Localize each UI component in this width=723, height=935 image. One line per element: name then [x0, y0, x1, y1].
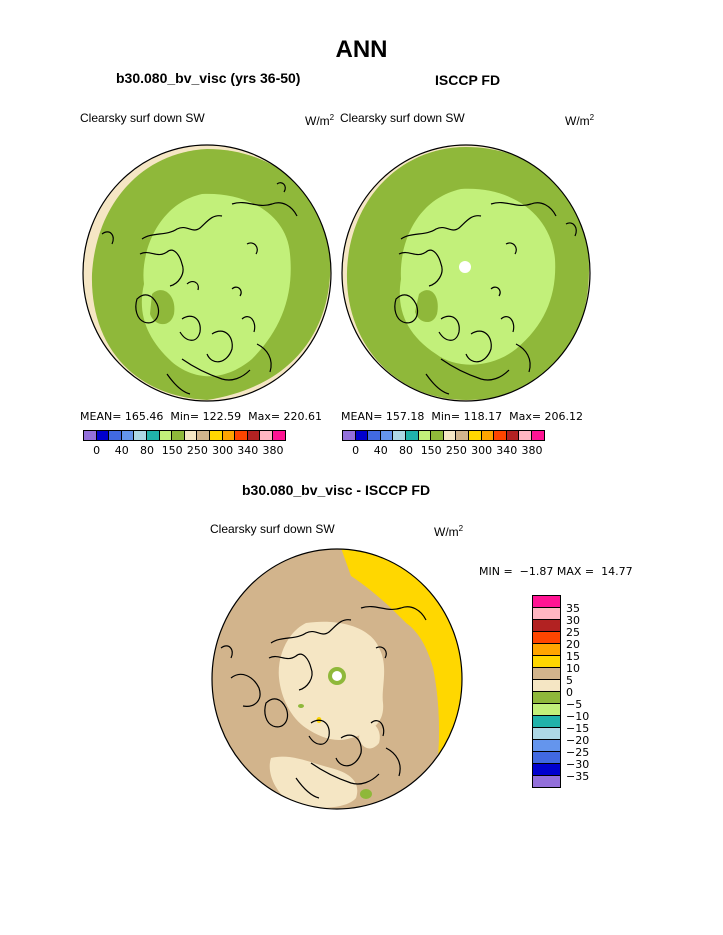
- left-colorbar-box: [271, 430, 286, 441]
- left-colorbar-box: [133, 430, 147, 441]
- right-units: W/m2: [565, 113, 595, 128]
- left-colorbar-box: [120, 430, 135, 441]
- diff-colorbar-label: 30: [566, 614, 580, 627]
- right-colorbar-box: [354, 430, 369, 441]
- diff-polar-map: [211, 548, 463, 810]
- diff-colorbar-label: 25: [566, 626, 580, 639]
- diff-colorbar-label: 35: [566, 602, 580, 615]
- right-colorbar-box: [442, 430, 457, 441]
- right-colorbar: 0 40 80 150 250 300 340 380: [342, 430, 545, 458]
- left-colorbar-box: [183, 430, 198, 441]
- right-colorbar-box: [379, 430, 394, 441]
- left-colorbar-tick-label: 40: [114, 444, 129, 457]
- right-colorbar-box: [392, 430, 406, 441]
- left-colorbar-box: [196, 430, 210, 441]
- right-colorbar-box: [530, 430, 545, 441]
- right-colorbar-box: [417, 430, 432, 441]
- left-colorbar-box: [83, 430, 97, 441]
- right-colorbar-tick-label: 300: [471, 444, 493, 457]
- left-colorbar-box: [234, 430, 248, 441]
- left-colorbar-tick-label: 150: [161, 444, 183, 457]
- main-title: ANN: [335, 36, 388, 63]
- right-colorbar-tick-label: 0: [352, 444, 360, 457]
- right-panel-title: ISCCP FD: [435, 72, 501, 88]
- right-colorbar-box: [404, 430, 419, 441]
- diff-panel-title: b30.080_bv_visc - ISCCP FD: [242, 482, 431, 498]
- diff-pole-hole: [332, 671, 342, 681]
- right-colorbar-box: [505, 430, 520, 441]
- diff-variable-label: Clearsky surf down SW: [210, 522, 335, 536]
- diff-colorbar-labels: 35 30 25 20 15 10 5 0 −5 −10 −15 −20 −25 −30 −35: [566, 596, 626, 806]
- right-colorbar-box: [493, 430, 507, 441]
- left-colorbar-tick-label: 340: [237, 444, 259, 457]
- left-colorbar-box: [108, 430, 122, 441]
- right-colorbar-box: [367, 430, 381, 441]
- right-colorbar-box: [480, 430, 495, 441]
- left-polar-map: [82, 144, 332, 402]
- left-colorbar-tick-label: 0: [93, 444, 101, 457]
- right-colorbar-box: [455, 430, 469, 441]
- left-colorbar-box: [95, 430, 110, 441]
- diff-colorbar-label: −15: [566, 722, 590, 735]
- right-colorbar-tick-label: 40: [373, 444, 388, 457]
- diff-colorbar-label: −5: [566, 698, 583, 711]
- diff-colorbar-label: −10: [566, 710, 590, 723]
- left-colorbar-tick-label: 300: [212, 444, 234, 457]
- left-panel-title: b30.080_bv_visc (yrs 36-50): [116, 70, 301, 86]
- left-colorbar-box: [158, 430, 173, 441]
- diff-colorbar-label: −35: [566, 770, 590, 783]
- left-units: W/m2: [305, 113, 335, 128]
- right-colorbar-tick-label: 340: [496, 444, 518, 457]
- left-colorbar-box: [221, 430, 236, 441]
- left-colorbar-tick-label: 80: [140, 444, 154, 457]
- right-colorbar-tick-label: 380: [521, 444, 543, 457]
- left-colorbar-box: [145, 430, 160, 441]
- right-variable-label: Clearsky surf down SW: [340, 111, 465, 125]
- right-colorbar-box: [467, 430, 482, 441]
- left-variable-label: Clearsky surf down SW: [80, 111, 205, 125]
- diff-colorbar-label: 15: [566, 650, 580, 663]
- diff-colorbar-label: 10: [566, 662, 580, 675]
- diff-units: W/m2: [434, 524, 464, 539]
- diff-colorbar: [532, 595, 561, 788]
- left-colorbar-box: [171, 430, 185, 441]
- right-pole-hole: [459, 261, 471, 273]
- left-light-green-region: [141, 193, 291, 377]
- left-colorbar-box: [259, 430, 273, 441]
- right-colorbar-tick-label: 150: [420, 444, 442, 457]
- left-greenland-patch: [150, 290, 175, 325]
- diff-colorbar-label: 20: [566, 638, 580, 651]
- left-colorbar: 0 40 80 150 250 300 340 380: [83, 430, 286, 458]
- right-polar-map: [341, 144, 591, 402]
- diff-colorbar-label: 5: [566, 674, 573, 687]
- right-colorbar-tick-label: 250: [445, 444, 467, 457]
- right-colorbar-tick-label: 80: [399, 444, 413, 457]
- diff-colorbar-label: 0: [566, 686, 573, 699]
- right-stats: MEAN= 157.18 Min= 118.17 Max= 206.12: [341, 410, 584, 423]
- diff-colorbar-box: [532, 775, 561, 788]
- left-colorbar-box: [208, 430, 223, 441]
- right-colorbar-box: [518, 430, 532, 441]
- right-colorbar-box: [342, 430, 356, 441]
- left-stats: MEAN= 165.46 Min= 122.59 Max= 220.61: [80, 410, 323, 423]
- diff-colorbar-label: −25: [566, 746, 590, 759]
- diff-yellow-region: [341, 549, 462, 809]
- left-colorbar-tick-label: 250: [186, 444, 208, 457]
- diff-colorbar-label: −20: [566, 734, 590, 747]
- diff-stats: MIN = −1.87 MAX = 14.77: [479, 565, 633, 578]
- diff-colorbar-label: −30: [566, 758, 590, 771]
- left-colorbar-tick-label: 380: [262, 444, 284, 457]
- left-colorbar-box: [246, 430, 261, 441]
- right-colorbar-box: [430, 430, 444, 441]
